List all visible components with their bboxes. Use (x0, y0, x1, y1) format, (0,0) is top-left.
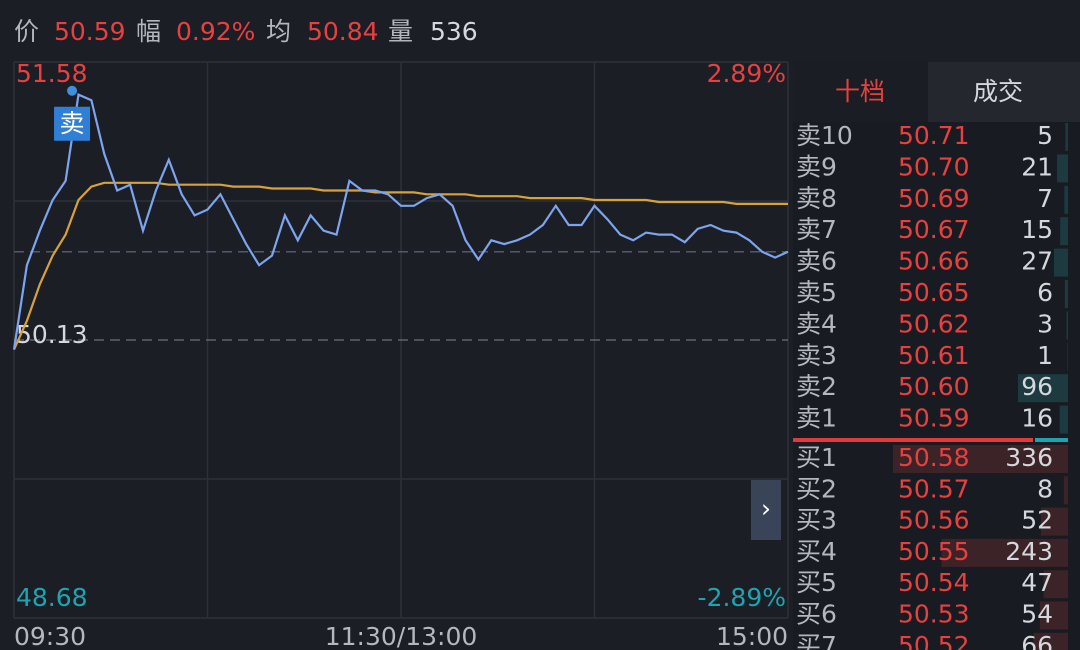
volume-bar (1066, 311, 1068, 340)
volume-bar (1064, 280, 1068, 308)
level-label: 卖8 (796, 184, 837, 213)
level-label: 卖1 (796, 404, 837, 433)
level-label: 买4 (796, 537, 837, 566)
trade-badge (54, 106, 91, 141)
volume-bar (1039, 601, 1068, 630)
volume-bar (1053, 248, 1068, 277)
header-value: 50.84 (307, 17, 379, 46)
tab-bg (928, 62, 1080, 122)
volume-bar (1064, 185, 1068, 214)
level-volume: 47 (1021, 568, 1053, 597)
header-value: 536 (430, 17, 478, 46)
level-price: 50.69 (898, 184, 970, 213)
level-label: 卖9 (796, 152, 837, 181)
level-price: 50.71 (898, 121, 970, 150)
level-price: 50.60 (898, 372, 970, 401)
volume-bar (893, 445, 1068, 473)
level-label: 卖6 (796, 247, 837, 276)
level-price: 50.59 (898, 404, 970, 433)
level-label: 卖5 (796, 278, 837, 307)
level-label: 买2 (796, 474, 837, 503)
expand-button[interactable] (751, 480, 781, 540)
level-volume: 54 (1021, 600, 1053, 629)
level-volume: 243 (1005, 537, 1053, 566)
volume-bar (1067, 342, 1068, 371)
tab[interactable]: 十档 (835, 77, 885, 106)
level-price: 50.52 (898, 631, 970, 650)
level-label: 买6 (796, 600, 837, 629)
level-price: 50.70 (898, 152, 970, 181)
level-label: 买5 (796, 568, 837, 597)
x-tick-label: 09:30 (14, 622, 86, 650)
level-price: 50.53 (898, 600, 970, 629)
y-tick-label: 48.68 (16, 583, 88, 612)
level-label: 卖2 (796, 372, 837, 401)
level-volume: 8 (1037, 474, 1053, 503)
volume-bar (1060, 217, 1068, 246)
level-price: 50.61 (898, 341, 970, 370)
level-label: 卖3 (796, 341, 837, 370)
volume-bar (1018, 374, 1068, 403)
level-price: 50.54 (898, 568, 970, 597)
level-price: 50.62 (898, 309, 970, 338)
level-volume: 5 (1037, 121, 1053, 150)
volume-bar (1059, 405, 1068, 434)
header-value: 0.92% (176, 17, 255, 46)
expand-icon[interactable]: › (761, 494, 771, 523)
level-volume: 15 (1021, 215, 1053, 244)
x-tick-label: 15:00 (716, 622, 788, 650)
volume-bar (1040, 507, 1068, 536)
level-volume: 336 (1005, 443, 1053, 472)
trade-label: 卖 (60, 109, 85, 138)
header-label: 量 (388, 17, 413, 46)
header-label: 均 (266, 17, 291, 46)
volume-bar (1033, 632, 1068, 650)
level-price: 50.57 (898, 474, 970, 503)
level-volume: 52 (1021, 506, 1053, 535)
volume-bar (941, 538, 1068, 567)
level-label: 买3 (796, 506, 837, 535)
level-label: 买7 (796, 631, 837, 650)
volume-bar (1043, 570, 1068, 599)
level-label: 卖10 (796, 121, 853, 150)
level-price: 50.65 (898, 278, 970, 307)
tab[interactable]: 成交 (973, 77, 1023, 106)
level-volume: 27 (1021, 247, 1053, 276)
y2-tick-label: -2.89% (698, 583, 786, 612)
level-price: 50.56 (898, 506, 970, 535)
level-volume: 3 (1037, 309, 1053, 338)
level-label: 卖4 (796, 309, 837, 338)
series-line (12, 93, 789, 350)
level-label: 卖7 (796, 215, 837, 244)
level-volume: 66 (1021, 631, 1053, 650)
header-value: 50.59 (54, 17, 126, 46)
level-volume: 7 (1037, 184, 1053, 213)
header-label: 价 (14, 17, 39, 46)
y-tick-label: 51.58 (16, 59, 88, 88)
x-tick-label: 11:30/13:00 (325, 622, 478, 650)
level-price: 50.66 (898, 247, 970, 276)
level-price: 50.58 (898, 443, 970, 472)
tab-active-bg (793, 62, 928, 122)
level-volume: 6 (1037, 278, 1053, 307)
level-label: 买1 (796, 443, 837, 472)
volume-bar (1057, 154, 1068, 183)
level-price: 50.67 (898, 215, 970, 244)
header-label: 幅 (136, 17, 161, 46)
volume-bar (1063, 476, 1068, 505)
level-price: 50.55 (898, 537, 970, 566)
level-volume: 21 (1021, 152, 1053, 181)
y2-tick-label: 2.89% (707, 59, 786, 88)
trade-dot (67, 85, 78, 96)
level-volume: 96 (1021, 372, 1053, 401)
y-tick-label: 50.13 (16, 320, 88, 349)
level-volume: 16 (1021, 404, 1053, 433)
level-volume: 1 (1037, 341, 1053, 370)
volume-bar (1065, 123, 1068, 151)
series-line (12, 181, 788, 351)
